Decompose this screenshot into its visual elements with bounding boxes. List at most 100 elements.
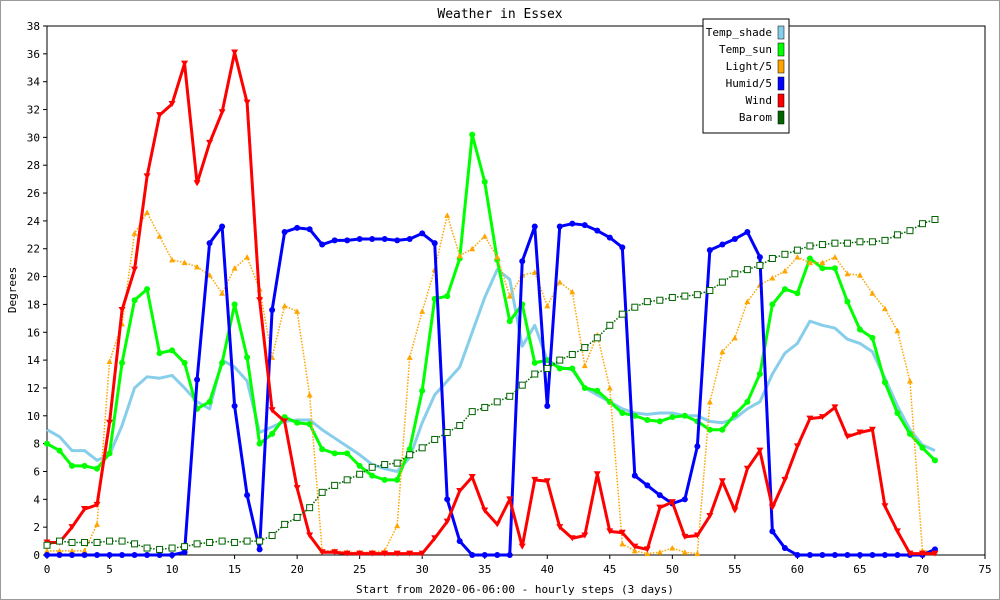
wind-point: [493, 521, 501, 528]
temp-sun-point: [756, 371, 763, 378]
barom-point: [856, 238, 864, 246]
wind-point: [806, 415, 814, 422]
light-5-point: [531, 269, 538, 275]
temp-sun-point: [719, 426, 726, 433]
x-tick-label: 55: [728, 563, 741, 576]
barom-point: [481, 403, 489, 411]
humid-5-point: [319, 241, 326, 248]
wind-point: [393, 550, 401, 557]
barom-point: [618, 310, 626, 318]
light-5-point: [231, 265, 238, 271]
temp-sun-point: [419, 387, 426, 394]
wind-point: [468, 474, 476, 481]
wind-point: [868, 426, 876, 433]
y-axis-label: Degrees: [6, 267, 19, 313]
humid-5-point: [581, 222, 588, 229]
light-5-point: [506, 293, 513, 299]
humid-5-point: [131, 552, 138, 558]
light-5-point: [769, 274, 776, 281]
barom-point: [431, 435, 439, 443]
humid-5-point: [106, 552, 113, 558]
light-5-point: [419, 308, 426, 314]
wind-point: [756, 447, 764, 454]
wind-point: [118, 306, 126, 313]
y-tick-label: 0: [33, 549, 40, 562]
wind-point: [206, 139, 214, 146]
wind-point: [856, 429, 864, 436]
wind-point: [618, 529, 626, 536]
humid-5-point: [506, 552, 513, 558]
barom-point: [756, 261, 764, 269]
barom-point: [218, 537, 226, 545]
light-5-point: [306, 391, 313, 398]
humid-5-point: [631, 472, 638, 479]
light-5-point: [694, 550, 701, 557]
light-5-point: [81, 547, 88, 554]
temp-sun-point: [844, 298, 851, 305]
plot-area: [46, 25, 986, 556]
barom-series: [43, 216, 939, 553]
temp-sun-point: [131, 297, 138, 304]
x-tick-label: 75: [978, 563, 991, 576]
humid-5-point: [781, 545, 788, 552]
wind-point: [418, 550, 426, 557]
humid-5-point: [394, 237, 401, 244]
temp-sun-point: [544, 357, 551, 364]
barom-point: [418, 444, 426, 452]
light-5-point: [656, 549, 663, 555]
light-5-point: [631, 547, 638, 554]
temp-sun-point: [631, 412, 638, 419]
temp-sun-point: [769, 301, 776, 308]
x-tick-label: 45: [603, 563, 616, 576]
wind-point: [181, 60, 189, 67]
wind-point: [893, 528, 901, 535]
wind-point: [293, 485, 301, 492]
wind-point: [793, 443, 801, 450]
barom-point: [718, 278, 726, 286]
wind-line: [47, 50, 935, 556]
wind-point: [131, 266, 139, 273]
temp-sun-point: [206, 398, 213, 405]
humid-5-point: [294, 224, 301, 231]
temp-sun-point: [369, 472, 376, 479]
barom-point: [356, 470, 364, 478]
light-5-point: [731, 334, 738, 341]
temp-sun-point: [656, 418, 663, 425]
temp-sun-point: [744, 398, 751, 405]
temp-sun-point: [69, 462, 76, 469]
light-5-point: [181, 259, 188, 266]
humid-5-point: [444, 496, 451, 503]
barom-point: [106, 537, 114, 545]
x-tick-label: 70: [916, 563, 929, 576]
barom-point: [168, 544, 176, 552]
x-tick-label: 10: [165, 563, 178, 576]
light-5-point: [56, 547, 63, 554]
light-5-point: [281, 302, 288, 309]
light-5-point: [844, 270, 851, 277]
wind-point: [568, 535, 576, 542]
temp-sun-point: [906, 430, 913, 437]
humid-5-point: [244, 492, 251, 499]
barom-point: [468, 408, 476, 416]
temp-sun-point: [244, 354, 251, 361]
y-tick-label: 12: [27, 382, 40, 395]
wind-point: [731, 507, 739, 514]
legend-swatch-wind: [777, 93, 785, 108]
temp-sun-point: [856, 326, 863, 333]
wind-point: [318, 549, 326, 556]
humid-5-point: [706, 247, 713, 254]
light-5-point: [781, 268, 788, 274]
light-5-point: [219, 290, 226, 296]
barom-point: [343, 476, 351, 484]
humid-5-point: [881, 552, 888, 558]
humid-5-point: [894, 552, 901, 558]
light-5-point: [556, 279, 563, 285]
barom-point: [881, 236, 889, 244]
barom-point: [518, 381, 526, 389]
x-axis-label: Start from 2020-06-06:00 - hourly steps …: [356, 583, 674, 596]
light-5-point: [69, 547, 76, 554]
humid-5-point: [356, 235, 363, 242]
wind-point: [693, 532, 701, 539]
y-tick-label: 38: [27, 20, 40, 33]
